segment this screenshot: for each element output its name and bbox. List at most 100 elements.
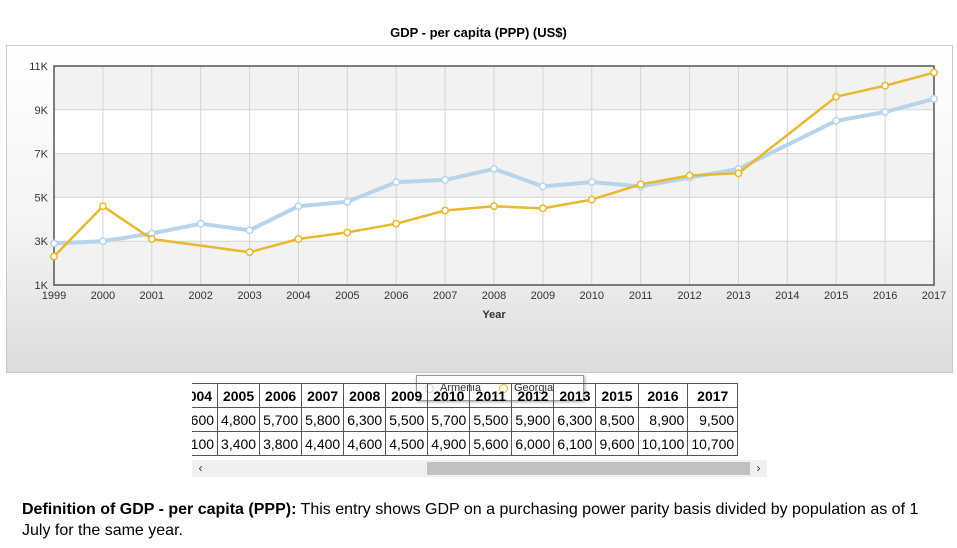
x-tick-label: 2010 — [580, 290, 604, 302]
table-header-cell: 2007 — [301, 383, 345, 408]
horizontal-scrollbar[interactable]: ‹ › — [192, 460, 767, 477]
data-point-armenia — [930, 94, 938, 103]
data-point-georgia — [50, 252, 58, 261]
table-cell: 5,500 — [469, 407, 513, 432]
table-cell: 6,100 — [553, 431, 597, 456]
x-tick-label: 2002 — [188, 290, 212, 302]
data-point-georgia — [538, 204, 547, 213]
line-chart: 1999 2000 2001 2002 2003 2004 2005 2006 2007 2008… — [29, 61, 946, 321]
x-tick-label: 1999 — [42, 290, 66, 302]
data-point-georgia — [930, 68, 938, 77]
data-point-armenia — [832, 116, 841, 125]
table-header-row: 2004200520062007200820092010201120122013… — [192, 383, 739, 408]
table-header-cell: 2005 — [217, 383, 261, 408]
table-cell: 10,100 — [637, 431, 689, 456]
data-point-georgia — [881, 81, 890, 90]
table-header-cell: 2012 — [511, 383, 555, 408]
table-row: 4,6004,8005,7005,8006,3005,5005,7005,500… — [192, 407, 739, 432]
data-point-georgia — [98, 202, 107, 211]
data-point-armenia — [343, 197, 352, 206]
y-tick-label: 9K — [35, 105, 49, 117]
x-tick-label: 2016 — [873, 290, 897, 302]
chart-title: GDP - per capita (PPP) (US$) — [390, 25, 567, 40]
data-point-georgia — [147, 235, 156, 243]
table-cell: 4,600 — [192, 407, 219, 432]
definition-body: This entry shows GDP on a purchasing pow… — [22, 501, 919, 539]
data-point-armenia — [587, 178, 596, 187]
x-tick-label: 2015 — [824, 290, 848, 302]
scroll-right-arrow-icon[interactable]: › — [756, 461, 761, 475]
data-point-armenia — [196, 219, 205, 228]
table-cell: 6,300 — [553, 407, 597, 432]
table-cell: 5,500 — [385, 407, 429, 432]
table-cell: 3,100 — [192, 431, 219, 456]
x-tick-label: 2009 — [531, 290, 555, 302]
y-tick-label: 7K — [35, 149, 49, 161]
data-point-georgia — [441, 206, 450, 215]
x-tick-label: 2012 — [677, 290, 701, 302]
x-tick-label: 2000 — [91, 290, 115, 302]
table-cell: 5,700 — [259, 407, 303, 432]
table-header-cell: 2010 — [427, 383, 471, 408]
table-header-cell: 2011 — [469, 383, 513, 408]
data-point-armenia — [538, 182, 547, 191]
definition-text: Definition of GDP - per capita (PPP): Th… — [22, 499, 922, 541]
data-table: 2004200520062007200820092010201120122013… — [192, 383, 739, 456]
scroll-thumb[interactable] — [427, 462, 750, 475]
x-tick-label: 2011 — [629, 290, 653, 302]
data-point-georgia — [490, 202, 498, 211]
table-header-cell: 2017 — [687, 383, 739, 408]
data-point-georgia — [636, 180, 645, 189]
table-header-cell: 2006 — [259, 383, 303, 408]
table-cell: 10,700 — [687, 431, 739, 456]
chart-panel: 1999 2000 2001 2002 2003 2004 2005 2006 2007 2008… — [6, 45, 953, 401]
table-row: 3,1003,4003,8004,4004,6004,5004,9005,600… — [192, 431, 739, 456]
table-cell: 5,900 — [511, 407, 555, 432]
table-cell: 6,000 — [511, 431, 555, 456]
data-point-georgia — [587, 195, 596, 204]
data-point-armenia — [98, 237, 107, 246]
table-cell: 3,400 — [217, 431, 261, 456]
data-point-armenia — [881, 108, 890, 116]
table-cell: 8,500 — [595, 407, 639, 432]
table-header-cell: 2009 — [385, 383, 429, 408]
data-point-armenia — [441, 175, 450, 184]
table-cell: 4,600 — [343, 431, 387, 456]
data-point-armenia — [245, 226, 254, 235]
table-cell: 4,500 — [385, 431, 429, 456]
y-tick-label: 1K — [35, 280, 49, 292]
y-tick-label: 5K — [35, 192, 49, 204]
x-tick-label: 2003 — [237, 290, 261, 302]
data-point-georgia — [832, 92, 841, 101]
scroll-left-arrow-icon[interactable]: ‹ — [198, 461, 203, 475]
data-point-georgia — [734, 169, 743, 178]
data-point-georgia — [392, 219, 401, 228]
table-header-cell: 2013 — [553, 383, 597, 408]
x-tick-label: 2005 — [335, 290, 359, 302]
x-tick-label: 2017 — [922, 290, 946, 302]
x-axis-title: Year — [482, 309, 506, 321]
table-cell: 3,800 — [259, 431, 303, 456]
x-tick-label: 2004 — [286, 290, 310, 302]
x-tick-label: 2008 — [482, 290, 506, 302]
definition-term: Definition of GDP - per capita (PPP): — [22, 501, 297, 518]
table-cell: 4,900 — [427, 431, 471, 456]
x-tick-label: 2001 — [140, 290, 164, 302]
y-tick-label: 11K — [29, 61, 48, 73]
table-cell: 8,900 — [637, 407, 689, 432]
table-header-cell: 2016 — [637, 383, 689, 408]
data-table-viewport[interactable]: 2004200520062007200820092010201120122013… — [192, 383, 767, 476]
table-cell: 5,700 — [427, 407, 471, 432]
data-point-armenia — [392, 178, 401, 187]
table-cell: 5,800 — [301, 407, 345, 432]
data-point-armenia — [50, 239, 58, 248]
y-tick-label: 3K — [35, 236, 49, 248]
data-point-georgia — [245, 248, 254, 257]
table-header-cell: 2015 — [595, 383, 639, 408]
table-cell: 9,500 — [687, 407, 739, 432]
data-point-armenia — [294, 202, 303, 211]
plot-border — [53, 65, 935, 286]
data-point-georgia — [294, 235, 303, 243]
data-point-armenia — [490, 164, 498, 173]
x-tick-label: 2014 — [775, 290, 799, 302]
